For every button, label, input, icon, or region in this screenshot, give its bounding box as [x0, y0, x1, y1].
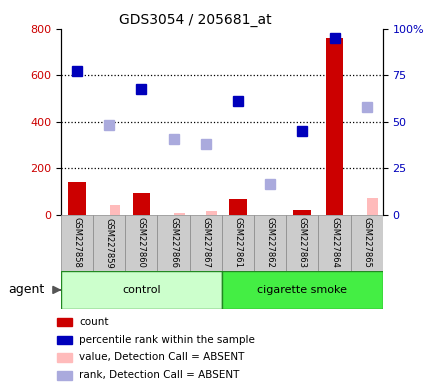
- Bar: [57, 336, 72, 344]
- Text: GSM227862: GSM227862: [265, 217, 274, 268]
- Bar: [206, 211, 217, 215]
- Bar: [366, 198, 377, 215]
- FancyBboxPatch shape: [61, 215, 93, 271]
- Text: percentile rank within the sample: percentile rank within the sample: [79, 334, 254, 344]
- Bar: [132, 193, 150, 215]
- Text: GSM227858: GSM227858: [72, 217, 81, 268]
- Bar: [325, 38, 342, 215]
- Text: control: control: [122, 285, 160, 295]
- Text: count: count: [79, 317, 108, 327]
- Text: GSM227864: GSM227864: [329, 217, 338, 268]
- Text: GSM227859: GSM227859: [105, 217, 113, 268]
- Bar: [109, 205, 120, 215]
- Bar: [293, 210, 310, 215]
- Text: cigarette smoke: cigarette smoke: [257, 285, 346, 295]
- Text: GSM227867: GSM227867: [201, 217, 210, 268]
- FancyBboxPatch shape: [221, 215, 253, 271]
- Bar: [68, 182, 85, 215]
- FancyBboxPatch shape: [189, 215, 221, 271]
- Bar: [61, 271, 221, 309]
- Text: GSM227866: GSM227866: [169, 217, 178, 268]
- FancyBboxPatch shape: [318, 215, 350, 271]
- FancyBboxPatch shape: [350, 215, 382, 271]
- FancyBboxPatch shape: [253, 215, 286, 271]
- Text: value, Detection Call = ABSENT: value, Detection Call = ABSENT: [79, 353, 244, 362]
- Bar: [174, 213, 184, 215]
- Bar: [57, 318, 72, 326]
- Text: GSM227861: GSM227861: [233, 217, 242, 268]
- Bar: [57, 371, 72, 380]
- Text: agent: agent: [9, 283, 45, 296]
- Text: GSM227865: GSM227865: [362, 217, 370, 268]
- FancyBboxPatch shape: [125, 215, 157, 271]
- FancyBboxPatch shape: [286, 215, 318, 271]
- Text: GSM227860: GSM227860: [137, 217, 145, 268]
- Text: rank, Detection Call = ABSENT: rank, Detection Call = ABSENT: [79, 370, 239, 380]
- Bar: [57, 353, 72, 362]
- FancyBboxPatch shape: [157, 215, 189, 271]
- Bar: [229, 199, 246, 215]
- Text: GDS3054 / 205681_at: GDS3054 / 205681_at: [119, 13, 271, 27]
- Text: GSM227863: GSM227863: [297, 217, 306, 268]
- FancyBboxPatch shape: [93, 215, 125, 271]
- Bar: [221, 271, 382, 309]
